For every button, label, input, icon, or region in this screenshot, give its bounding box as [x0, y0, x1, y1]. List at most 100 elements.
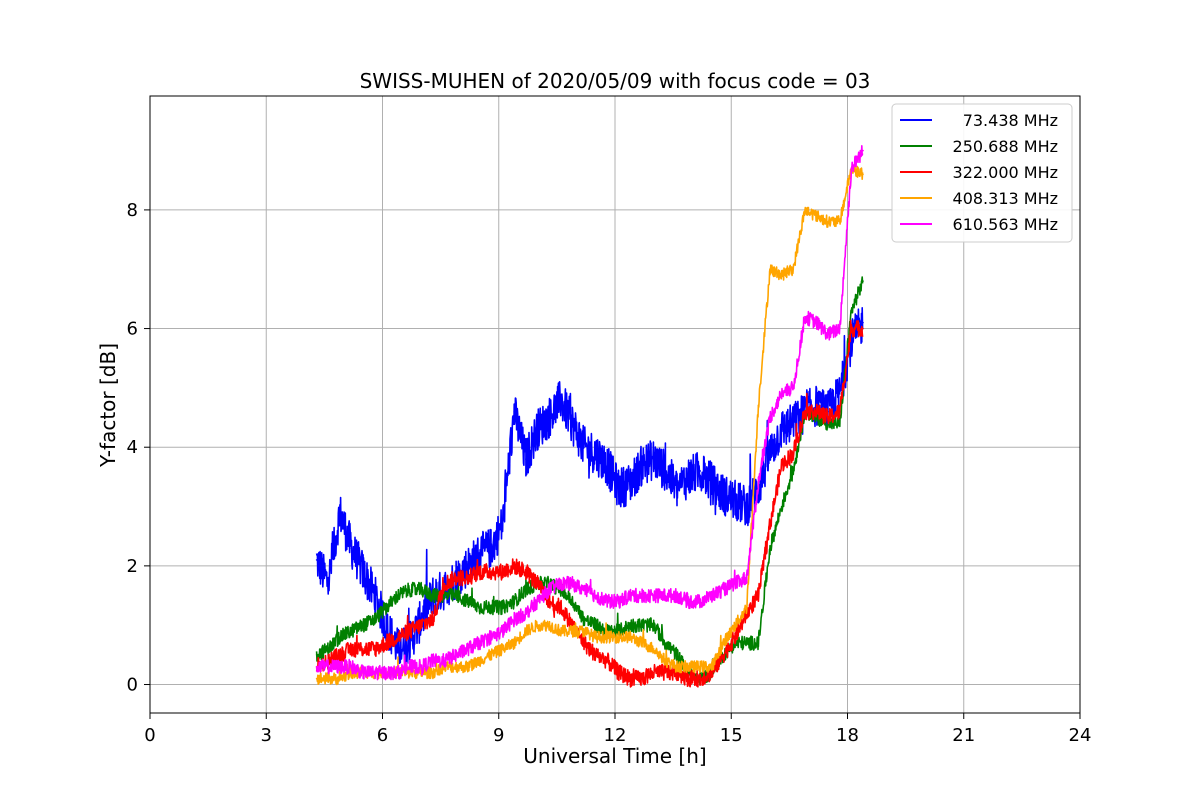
data-point: [513, 618, 516, 621]
data-point: [652, 648, 655, 650]
data-point: [687, 476, 690, 478]
data-point: [734, 636, 736, 638]
data-point: [571, 600, 574, 603]
data-point: [490, 606, 492, 609]
data-point: [769, 452, 771, 454]
data-point: [862, 280, 864, 282]
data-point: [408, 665, 411, 668]
data-point: [315, 654, 318, 656]
data-point: [687, 677, 690, 680]
data-point: [548, 624, 550, 626]
data-point: [815, 215, 818, 217]
data-point: [804, 315, 806, 318]
data-point: [827, 220, 829, 223]
x-tick-label: 15: [720, 725, 743, 746]
data-point: [606, 464, 609, 466]
data-point: [490, 654, 492, 656]
data-point: [339, 654, 341, 656]
series-line: [315, 276, 864, 686]
x-tick-label: 24: [1069, 725, 1092, 746]
data-point: [455, 654, 457, 656]
data-point: [385, 642, 388, 644]
data-point: [687, 600, 690, 603]
data-point: [629, 636, 632, 638]
data-point: [513, 410, 516, 413]
data-point: [350, 547, 353, 549]
data-point: [385, 606, 388, 609]
data-point: [838, 327, 841, 330]
legend-label: 610.563 MHz: [953, 215, 1058, 234]
data-point: [757, 482, 760, 484]
series-4: [315, 145, 864, 681]
data-point: [676, 671, 678, 674]
data-point: [664, 642, 667, 644]
data-point: [711, 482, 713, 484]
data-point: [629, 594, 632, 597]
data-point: [408, 671, 411, 674]
data-point: [745, 505, 748, 508]
data-point: [769, 547, 771, 549]
legend-label: 73.438 MHz: [963, 111, 1058, 130]
data-point: [629, 482, 632, 484]
data-point: [513, 565, 516, 567]
data-point: [757, 642, 760, 644]
data-point: [315, 665, 318, 668]
x-tick-label: 12: [604, 725, 627, 746]
data-point: [455, 665, 457, 668]
x-tick-label: 3: [261, 725, 272, 746]
data-point: [466, 565, 469, 567]
data-point: [652, 458, 655, 460]
data-point: [432, 659, 434, 662]
data-point: [548, 588, 550, 591]
data-point: [699, 677, 702, 680]
data-point: [652, 671, 655, 674]
data-point: [652, 624, 655, 626]
data-point: [397, 671, 399, 674]
data-point: [618, 600, 620, 603]
data-point: [385, 624, 388, 626]
y-axis: 0 2 4 6 8: [127, 200, 150, 696]
data-point: [525, 588, 527, 591]
data-point: [478, 606, 481, 609]
data-point: [722, 493, 725, 496]
data-point: [478, 571, 481, 573]
data-point: [466, 576, 469, 579]
x-tick-label: 18: [836, 725, 859, 746]
y-axis-label: Y-factor [dB]: [96, 343, 120, 468]
data-point: [745, 642, 748, 644]
data-point: [699, 600, 702, 603]
data-point: [501, 606, 504, 609]
data-point: [339, 636, 341, 638]
data-point: [397, 648, 399, 650]
chart-title: SWISS-MUHEN of 2020/05/09 with focus cod…: [360, 69, 871, 93]
data-point: [408, 630, 411, 632]
data-point: [699, 470, 702, 472]
data-point: [350, 648, 353, 650]
data-point: [676, 654, 678, 656]
legend-box: [891, 103, 1073, 243]
data-point: [815, 321, 818, 324]
data-point: [559, 606, 562, 609]
data-point: [525, 571, 527, 573]
data-point: [594, 654, 597, 656]
x-tick-label: 21: [952, 725, 975, 746]
data-point: [513, 600, 516, 603]
data-point: [478, 642, 481, 644]
data-point: [780, 274, 783, 276]
data-point: [734, 499, 736, 502]
data-point: [780, 464, 783, 466]
data-point: [676, 665, 678, 668]
data-point: [525, 630, 527, 632]
data-point: [315, 677, 318, 680]
data-point: [339, 677, 341, 680]
data-point: [327, 665, 330, 668]
data-point: [629, 677, 632, 680]
x-tick-label: 9: [493, 725, 504, 746]
data-point: [466, 665, 469, 668]
data-point: [687, 665, 690, 668]
data-point: [513, 642, 516, 644]
data-point: [536, 428, 539, 431]
data-point: [629, 624, 632, 626]
data-point: [676, 594, 678, 597]
data-point: [397, 636, 399, 638]
